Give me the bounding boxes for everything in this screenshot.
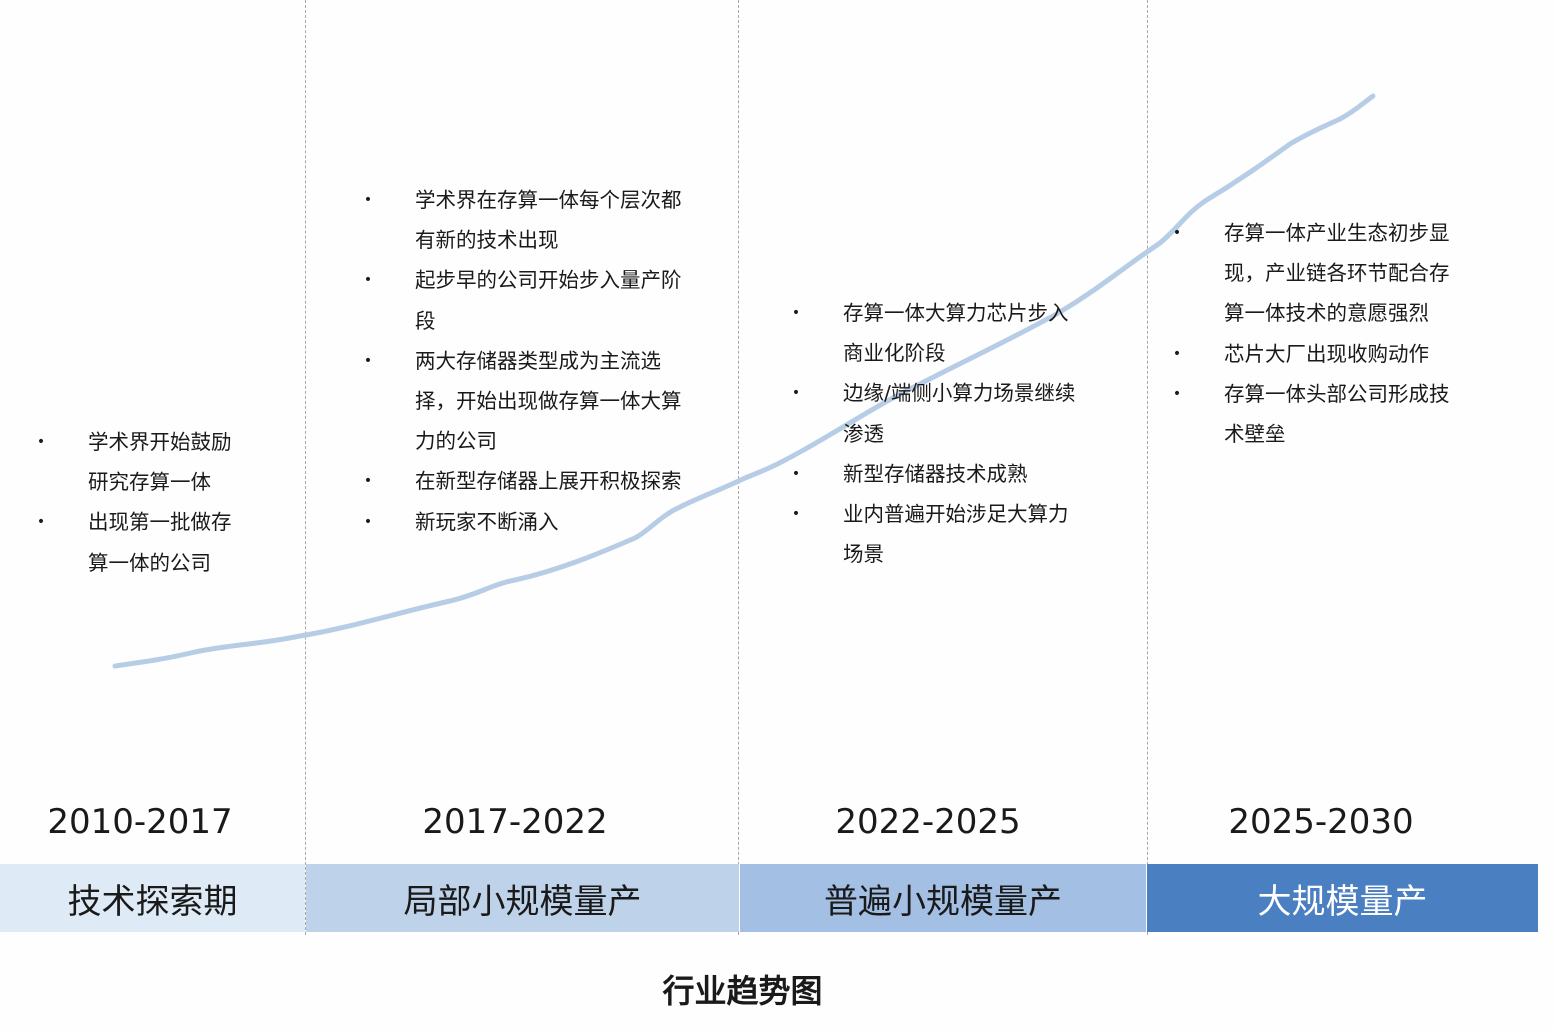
bullet-item: • 学术界在存算一体每个层次都有新的技术出现 <box>363 180 693 260</box>
bullet-dot-icon: • <box>363 272 373 289</box>
bullet-dot-icon: • <box>36 514 46 531</box>
stage-band-2: 局部小规模量产 <box>306 864 739 932</box>
bullet-text: 新玩家不断涌入 <box>415 509 559 534</box>
period-label: 2017-2022 <box>422 802 608 842</box>
bullet-text: 芯片大厂出现收购动作 <box>1224 341 1429 366</box>
phase-2-bullets: • 学术界在存算一体每个层次都有新的技术出现 • 起步早的公司开始步入量产阶段 • 两… <box>363 180 693 542</box>
bullet-dot-icon: • <box>363 473 373 490</box>
stage-band-4: 大规模量产 <box>1147 864 1538 932</box>
bullet-text: 学术界在存算一体每个层次都有新的技术出现 <box>415 188 682 253</box>
bullet-item: • 存算一体产业生态初步显现，产业链各环节配合存算一体技术的意愿强烈 <box>1172 213 1462 334</box>
phase-divider <box>738 0 739 935</box>
bullet-dot-icon: • <box>36 434 46 450</box>
bullet-item: • 两大存储器类型成为主流选择，开始出现做存算一体大算力的公司 <box>363 341 693 462</box>
phase-3-bullets: • 存算一体大算力芯片步入商业化阶段 • 边缘/端侧小算力场景继续渗透 • 新型存储器… <box>791 293 1091 574</box>
bullet-dot-icon: • <box>1172 385 1182 402</box>
bullet-item: • 在新型存储器上展开积极探索 <box>363 461 693 501</box>
bullet-item: • 出现第一批做存算一体的公司 <box>36 502 236 582</box>
phase-1-bullets: • 学术界开始鼓励研究存算一体 • 出现第一批做存算一体的公司 <box>36 422 236 583</box>
stage-band-1: 技术探索期 <box>0 864 305 932</box>
bullet-dot-icon: • <box>1172 345 1182 362</box>
phase-4-bullets: • 存算一体产业生态初步显现，产业链各环节配合存算一体技术的意愿强烈 • 芯片大厂出… <box>1172 213 1462 454</box>
bullet-item: • 存算一体大算力芯片步入商业化阶段 <box>791 293 1091 373</box>
bullet-item: • 边缘/端侧小算力场景继续渗透 <box>791 373 1091 453</box>
bullet-text: 存算一体大算力芯片步入商业化阶段 <box>843 301 1069 366</box>
bullet-item: • 新玩家不断涌入 <box>363 502 693 542</box>
figure-caption: 行业趋势图 <box>662 972 823 1010</box>
bullet-text: 在新型存储器上展开积极探索 <box>415 469 682 494</box>
bullet-item: • 芯片大厂出现收购动作 <box>1172 334 1462 374</box>
period-label: 2022-2025 <box>835 802 1021 842</box>
bullet-dot-icon: • <box>791 305 801 321</box>
bullet-item: • 业内普遍开始涉足大算力场景 <box>791 494 1091 574</box>
bullet-text: 学术界开始鼓励研究存算一体 <box>88 430 232 495</box>
phase-divider <box>305 0 306 935</box>
bullet-text: 两大存储器类型成为主流选择，开始出现做存算一体大算力的公司 <box>415 348 682 454</box>
bullet-dot-icon: • <box>363 513 373 530</box>
bullet-dot-icon: • <box>363 192 373 208</box>
bullet-text: 存算一体头部公司形成技术壁垒 <box>1224 381 1450 447</box>
period-label: 2010-2017 <box>47 802 233 842</box>
bullet-text: 存算一体产业生态初步显现，产业链各环节配合存算一体技术的意愿强烈 <box>1224 221 1450 326</box>
stage-band-3: 普遍小规模量产 <box>740 864 1146 932</box>
bullet-dot-icon: • <box>791 385 801 402</box>
bullet-text: 出现第一批做存算一体的公司 <box>88 510 232 575</box>
bullet-dot-icon: • <box>363 352 373 369</box>
period-label: 2025-2030 <box>1228 802 1414 842</box>
bullet-item: • 存算一体头部公司形成技术壁垒 <box>1172 374 1462 454</box>
bullet-text: 新型存储器技术成熟 <box>843 461 1028 486</box>
bullet-item: • 学术界开始鼓励研究存算一体 <box>36 422 236 502</box>
trend-line <box>112 93 1376 669</box>
bullet-text: 起步早的公司开始步入量产阶段 <box>415 268 682 333</box>
bullet-dot-icon: • <box>791 506 801 523</box>
bullet-item: • 新型存储器技术成熟 <box>791 454 1091 494</box>
bullet-dot-icon: • <box>791 465 801 482</box>
bullet-item: • 起步早的公司开始步入量产阶段 <box>363 260 693 340</box>
phase-divider <box>1147 0 1148 935</box>
bullet-dot-icon: • <box>1172 225 1182 241</box>
bullet-text: 边缘/端侧小算力场景继续渗透 <box>843 381 1076 446</box>
bullet-text: 业内普遍开始涉足大算力场景 <box>843 502 1069 567</box>
